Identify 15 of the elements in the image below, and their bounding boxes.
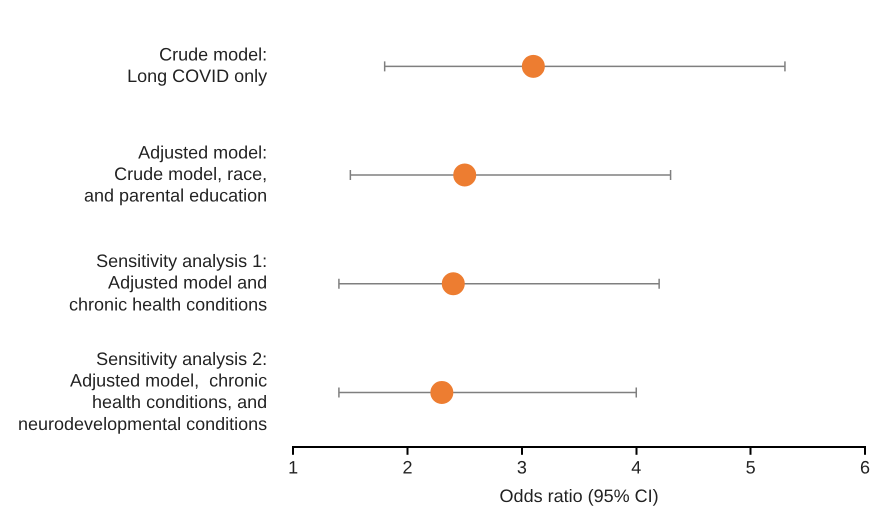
x-tick-label: 6 (860, 458, 870, 478)
y-tick-label: Adjusted model: Crude model, race, and parental education (84, 142, 268, 206)
point (522, 54, 545, 78)
x-tick-label: 2 (402, 458, 413, 478)
x-tick-label: 1 (288, 458, 298, 478)
y-tick-label: Sensitivity analysis 2: Adjusted model, chronic health conditions, and neurodevelopmental conditions (18, 349, 268, 434)
y-tick-label: Sensitivity analysis 1: Adjusted model and chronic health conditions (69, 251, 268, 314)
x-tick-label: 4 (631, 458, 642, 478)
y-tick-label: Crude model: Long COVID only (127, 44, 268, 86)
point (453, 164, 476, 187)
point (442, 272, 465, 296)
x-tick-label: 5 (746, 458, 756, 478)
x-tick-label: 3 (516, 458, 527, 478)
point (430, 380, 454, 404)
x-axis-title: Odds ratio (95% CI) (500, 486, 659, 506)
